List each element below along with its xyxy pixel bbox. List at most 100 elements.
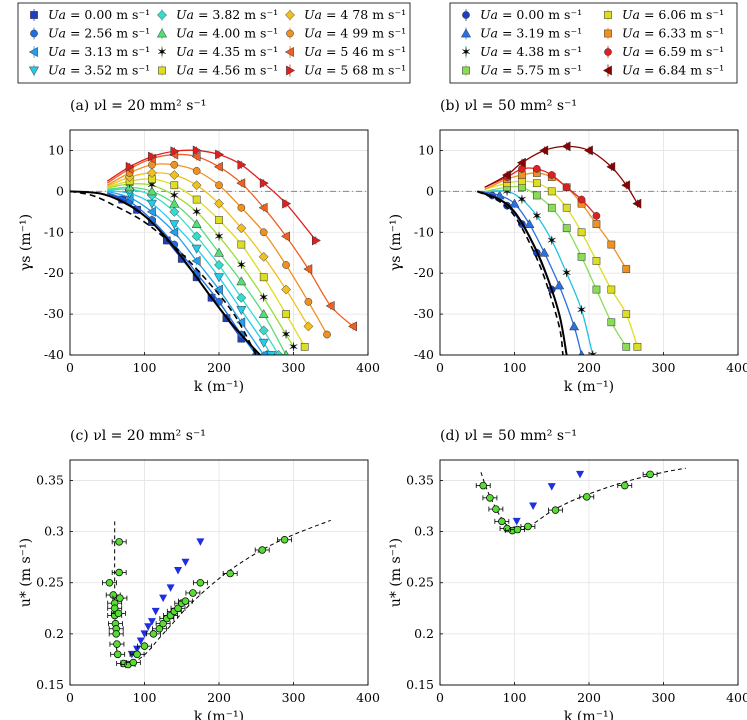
legend-label-prefix: Ua = [176,26,212,41]
data-point [146,186,157,196]
data-point [562,224,571,233]
data-point: ✶ [517,193,527,207]
green-point [583,493,591,501]
green-point [113,650,122,659]
data-point [303,264,313,275]
data-point: ✶ [214,229,224,243]
x-tick-label: 0 [436,360,444,375]
blue-triangle [181,558,190,567]
legend-label: Ua = 4.00 m s⁻¹ [176,26,278,41]
green-point [174,604,182,613]
y-tick-label: 10 [48,142,64,157]
plot-area: ✶✶✶✶✶✶✶✶✶ [70,145,368,355]
y-tick-label: 0.25 [406,575,434,590]
legend-entry: Ua = 2.56 m s⁻¹ [30,26,150,41]
data-point [148,151,158,162]
data-point [169,170,180,180]
data-point [501,169,511,181]
x-tick-label: 100 [503,360,527,375]
y-tick-label: 0.2 [44,626,64,641]
data-point [236,292,247,303]
legend-marker: ✶ [157,45,167,59]
y-axis-label: u* (m s⁻¹) [18,538,34,607]
axes-frame [439,459,739,686]
green-point [114,609,123,618]
data-point [621,180,631,191]
legend-marker [286,29,294,38]
x-axis-label: k (m⁻¹) [564,379,614,395]
legend-label: Ua = 4.56 m s⁻¹ [176,63,278,78]
legend-label-value: 4 99 m s⁻¹ [340,26,406,41]
data-point [258,251,269,262]
data-point [191,180,202,191]
data-point [259,178,269,189]
legend-entry: Ua = 5 68 m s⁻¹ [286,63,406,78]
chart-panels: (a) νl = 20 mm² s⁻¹0 100 200 300 400100-10-2… [18,98,747,720]
blue-triangle [512,517,521,526]
panel-c: (c) νl = 20 mm² s⁻¹ 0 100 200 300 400 0.35 0.3 0… [18,428,380,720]
data-point [213,161,223,172]
blue-triangle [133,645,142,654]
data-point [592,257,601,265]
data-point [191,151,201,162]
legend-marker [604,11,612,19]
panel-title: (d) νl = 50 mm² s⁻¹ [440,428,577,444]
x-tick-label: 200 [577,360,601,375]
legend-marker [286,65,296,76]
panel-title: (b) νl = 50 mm² s⁻¹ [440,98,577,114]
x-tick-label: 300 [282,690,306,705]
data-point [236,276,247,286]
data-point [312,235,321,246]
legend-label-value: 0.00 m s⁻¹ [84,7,150,22]
data-point [554,280,565,290]
x-tick-label: 400 [726,360,747,375]
legend-marker [602,65,612,76]
legend-label: Ua = 6.06 m s⁻¹ [622,7,724,22]
green-point [155,624,164,633]
legend-entry: Ua = 6.84 m s⁻¹ [602,63,724,78]
legend-label-prefix: Ua = [48,26,84,41]
y-tick-label: -40 [414,347,434,362]
y-tick-label: 0.35 [36,472,64,487]
legend-label-value: 2.56 m s⁻¹ [84,26,150,41]
legend-label: Ua = 4.35 m s⁻¹ [176,44,278,59]
legend-marker [28,66,40,76]
data-point [347,321,357,332]
legend-label: Ua = 3.82 m s⁻¹ [176,7,278,22]
data-point [125,161,135,172]
data-point [547,171,556,179]
data-point [214,198,224,209]
data-point [539,247,550,257]
data-point [533,179,541,188]
green-point [486,494,494,502]
series-line [484,190,594,355]
legend-label: Ua = 4 78 m s⁻¹ [304,7,406,22]
legend-label-value: 4.38 m s⁻¹ [516,44,582,59]
legend-marker [285,10,295,20]
data-point: ✶ [192,205,202,219]
data-point [281,284,292,295]
legend-label: Ua = 0.00 m s⁻¹ [48,7,150,22]
data-point: ✶ [577,303,587,317]
legend-label: Ua = 3.19 m s⁻¹ [480,26,582,41]
legend-entry: Ua = 4 99 m s⁻¹ [286,26,406,41]
green-point [258,546,266,554]
data-point [592,285,601,294]
y-tick-label: -10 [414,224,434,239]
data-point [533,165,541,173]
legend-entry: Ua = 5 46 m s⁻¹ [284,44,406,59]
legend-box [449,2,738,84]
y-tick-label: -30 [414,306,434,321]
y-axis-label: u* (m s⁻¹) [388,538,404,607]
data-point [169,220,180,230]
legend-marker [158,66,166,75]
green-point [133,650,141,659]
data-point [170,146,180,157]
legend-label-prefix: Ua = [48,44,84,59]
data-point [169,227,179,238]
legend-label: Ua = 4.38 m s⁻¹ [480,44,582,59]
data-point: ✶ [588,348,598,362]
legend-entry: Ua = 4 78 m s⁻¹ [285,7,406,22]
data-point [258,338,269,348]
data-point [633,342,642,351]
